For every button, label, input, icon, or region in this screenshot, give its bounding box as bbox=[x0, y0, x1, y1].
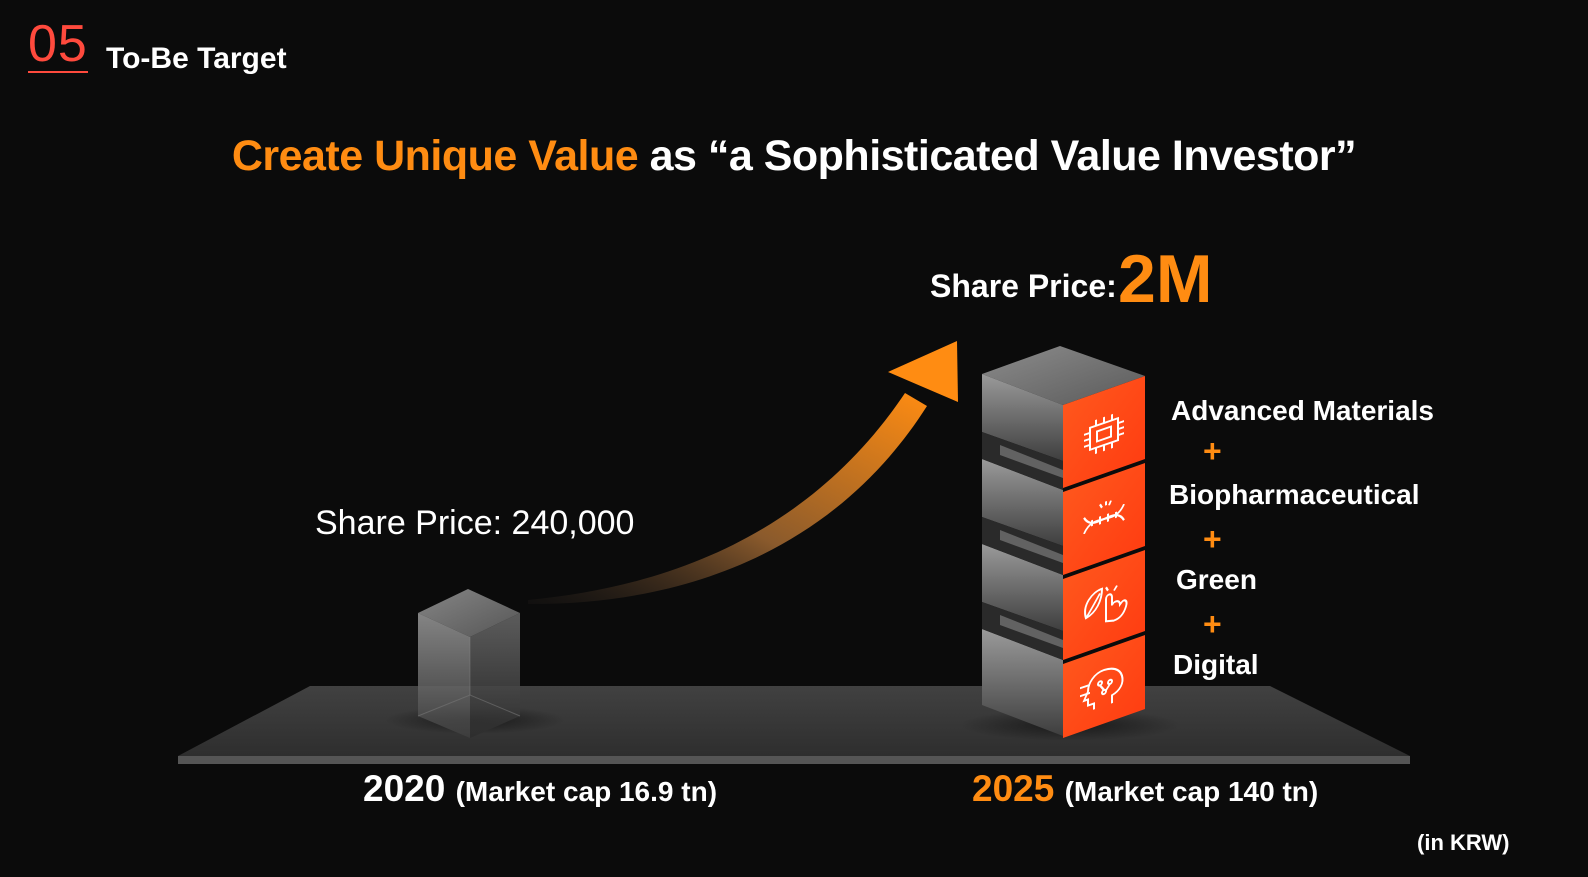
stack-left-faces bbox=[982, 374, 1063, 736]
segment-digital: Digital bbox=[1173, 649, 1259, 680]
head-circuit-icon bbox=[1080, 667, 1124, 710]
headline-highlight: Create Unique Value bbox=[231, 132, 639, 180]
section-number: 05 bbox=[28, 15, 88, 73]
plus-sign: + bbox=[1203, 606, 1222, 642]
plus-sign: + bbox=[1203, 433, 1222, 469]
platform bbox=[178, 686, 1410, 764]
microchip-icon bbox=[1084, 413, 1124, 455]
market-cap-2020: (Market cap 16.9 tn) bbox=[455, 776, 718, 807]
leaf-hand-icon bbox=[1084, 585, 1128, 623]
section-title: To-Be Target bbox=[106, 42, 287, 75]
dna-icon bbox=[1083, 500, 1125, 535]
stack-2025 bbox=[960, 346, 1180, 741]
share-price-2025-value: 2M bbox=[1118, 241, 1213, 317]
headline: Create Unique Value as “a Sophisticated … bbox=[0, 132, 1588, 181]
section-number-underline bbox=[28, 71, 88, 73]
year-2020-row: 2020 (Market cap 16.9 tn) bbox=[363, 768, 717, 810]
headline-rest: as “a Sophisticated Value Investor” bbox=[638, 132, 1357, 180]
year-2020: 2020 bbox=[363, 768, 446, 809]
cube-2020 bbox=[385, 589, 565, 738]
share-price-2025-label: Share Price: bbox=[930, 268, 1117, 304]
segment-green: Green bbox=[1176, 564, 1257, 595]
share-price-2020: Share Price: 240,000 bbox=[315, 504, 635, 542]
market-cap-2025: (Market cap 140 tn) bbox=[1064, 776, 1319, 807]
growth-arrow-icon bbox=[528, 341, 958, 605]
segment-advanced-materials: Advanced Materials bbox=[1171, 395, 1434, 426]
segment-biopharmaceutical: Biopharmaceutical bbox=[1169, 479, 1420, 510]
year-2025: 2025 bbox=[972, 768, 1055, 809]
stack-right-faces bbox=[1063, 376, 1145, 738]
year-2025-row: 2025 (Market cap 140 tn) bbox=[972, 768, 1318, 810]
plus-sign: + bbox=[1203, 521, 1222, 557]
unit-note: (in KRW) bbox=[1417, 830, 1510, 855]
